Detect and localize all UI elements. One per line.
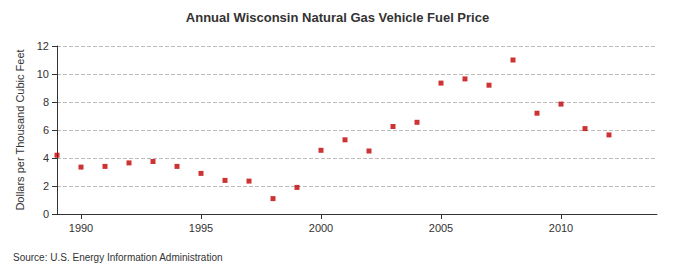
svg-text:2010: 2010: [549, 222, 573, 234]
svg-text:Source: U.S. Energy Informatio: Source: U.S. Energy Information Administ…: [13, 252, 223, 263]
svg-text:4: 4: [43, 152, 49, 164]
svg-text:1990: 1990: [69, 222, 93, 234]
svg-text:2000: 2000: [309, 222, 333, 234]
svg-text:Dollars per Thousand Cubic Fee: Dollars per Thousand Cubic Feet: [14, 49, 26, 210]
svg-text:8: 8: [43, 96, 49, 108]
svg-text:10: 10: [37, 68, 49, 80]
svg-text:2: 2: [43, 180, 49, 192]
svg-text:6: 6: [43, 124, 49, 136]
svg-text:0: 0: [43, 208, 49, 220]
svg-text:12: 12: [37, 40, 49, 52]
svg-text:2005: 2005: [429, 222, 453, 234]
svg-text:Annual Wisconsin Natural Gas V: Annual Wisconsin Natural Gas Vehicle Fue…: [186, 10, 489, 25]
svg-text:1995: 1995: [189, 222, 213, 234]
